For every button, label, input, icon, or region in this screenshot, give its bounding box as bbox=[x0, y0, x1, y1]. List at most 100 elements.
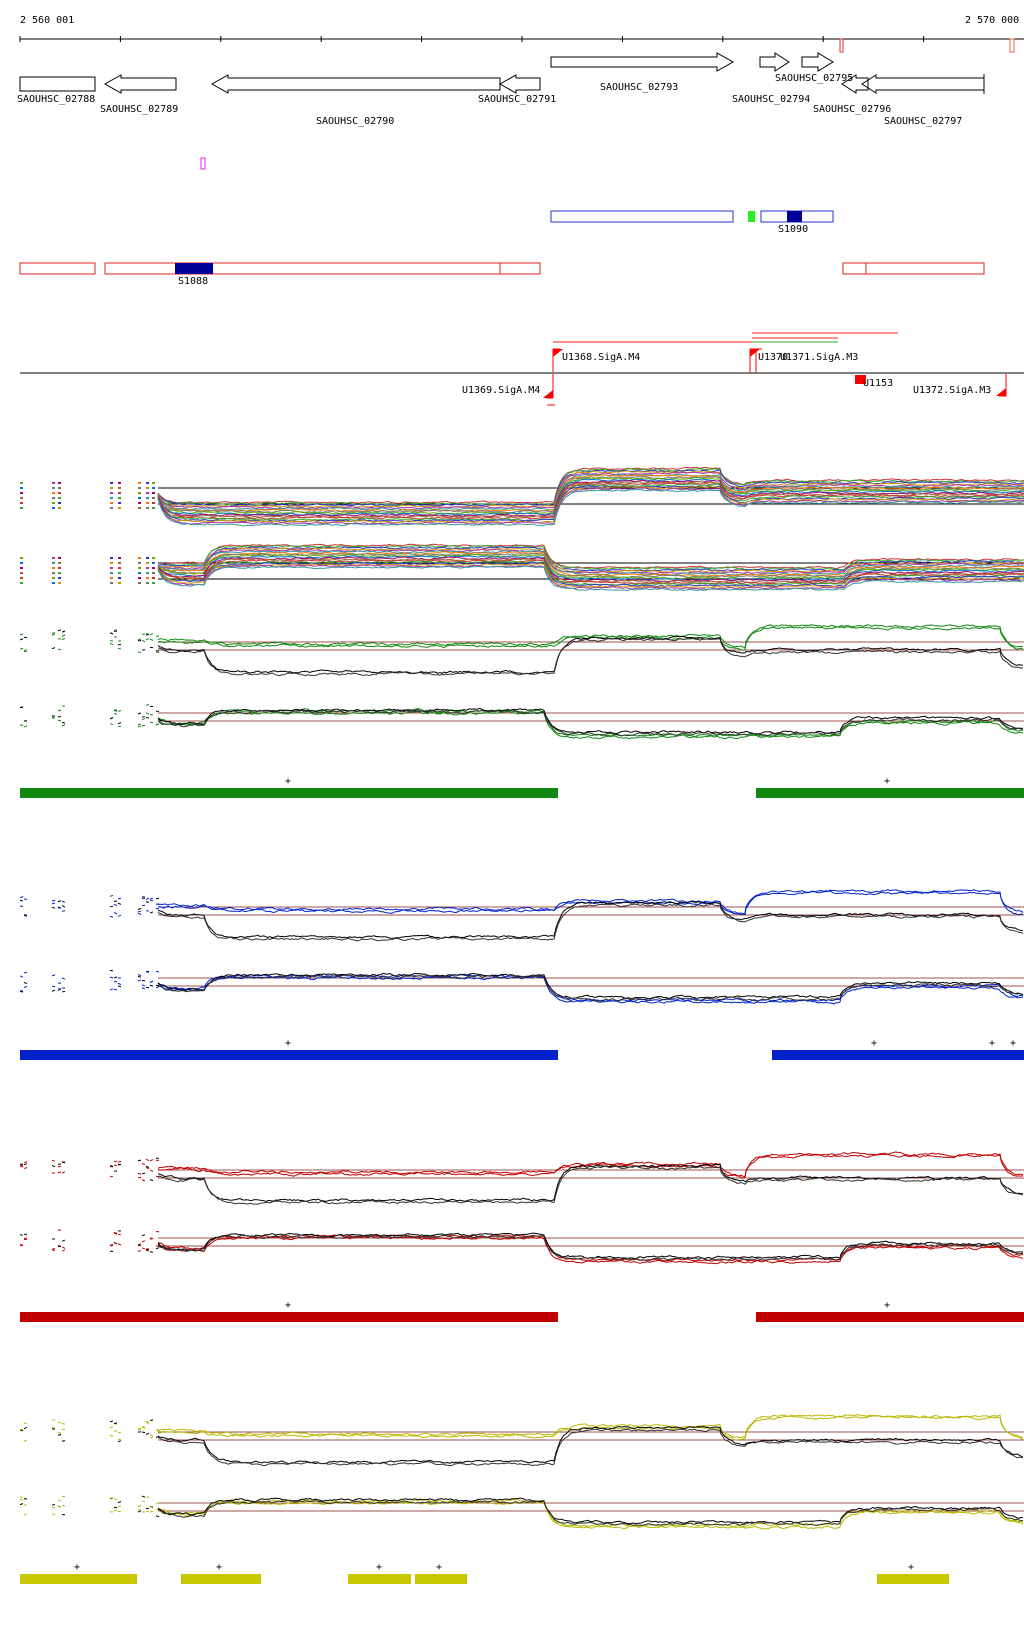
expression-sample-mark bbox=[19, 990, 24, 993]
expression-sample-mark bbox=[113, 988, 118, 991]
multi-series-line bbox=[157, 560, 1024, 586]
expression-sample-mark bbox=[19, 975, 24, 978]
multi-sample-mark bbox=[146, 577, 149, 579]
multi-sample-mark bbox=[110, 482, 113, 484]
segment-red-3[interactable] bbox=[842, 262, 985, 275]
segment-blue-1[interactable] bbox=[550, 210, 734, 223]
gene-SAOUHSC_02796[interactable] bbox=[841, 74, 869, 94]
gene-label-02797: SAOUHSC_02797 bbox=[884, 116, 962, 127]
seg-bar-yellow-5[interactable] bbox=[877, 1574, 949, 1584]
expression-sample-mark bbox=[61, 1239, 66, 1242]
promoter-label-u1371: U1371.SigA.M3 bbox=[780, 352, 858, 363]
seg-mark-blue-3: + bbox=[989, 1038, 995, 1049]
multi-series-line bbox=[157, 466, 1024, 504]
multi-sample-mark bbox=[152, 577, 155, 579]
expression-sample-mark bbox=[51, 1249, 56, 1252]
seg-bar-blue-2[interactable] bbox=[772, 1050, 1024, 1060]
expression-sample-mark bbox=[23, 1167, 28, 1169]
expression-sample-mark bbox=[137, 910, 142, 913]
condition-lower-black bbox=[157, 972, 1024, 1000]
expression-sample-mark bbox=[109, 988, 114, 991]
multi-sample-mark bbox=[152, 582, 155, 584]
multi-sample-mark bbox=[52, 567, 55, 569]
expression-sample-mark bbox=[117, 902, 122, 905]
condition-upper-black bbox=[157, 903, 1024, 942]
expression-sample-mark bbox=[113, 1242, 118, 1245]
seg-bar-red-2[interactable] bbox=[756, 1312, 1024, 1322]
multi-sample-mark bbox=[58, 582, 61, 584]
expression-sample-mark bbox=[109, 915, 114, 918]
gene-SAOUHSC_02790[interactable] bbox=[210, 74, 501, 94]
multi-sample-mark bbox=[118, 567, 121, 569]
promoter-u1153[interactable] bbox=[855, 375, 866, 384]
expression-sample-mark bbox=[155, 907, 160, 910]
seg-bar-blue-1[interactable] bbox=[20, 1050, 558, 1060]
segment-red-2[interactable] bbox=[104, 262, 541, 275]
gene-SAOUHSC_02793[interactable] bbox=[550, 52, 735, 72]
multi-sample-mark bbox=[138, 572, 141, 574]
multi-sample-mark bbox=[152, 482, 155, 484]
gene-label-02788: SAOUHSC_02788 bbox=[17, 94, 95, 105]
multi-sample-mark bbox=[58, 497, 61, 499]
gene-SAOUHSC_02797[interactable] bbox=[861, 74, 985, 94]
seg-bar-green-2[interactable] bbox=[756, 788, 1024, 798]
multi-sample-mark bbox=[152, 487, 155, 489]
multi-sample-mark bbox=[20, 572, 23, 574]
seg-mark-blue-2: + bbox=[871, 1038, 877, 1049]
seg-bar-yellow-4[interactable] bbox=[415, 1574, 467, 1584]
multi-sample-mark bbox=[20, 487, 23, 489]
expression-sample-mark bbox=[61, 977, 66, 980]
condition-lower-line bbox=[157, 1235, 1024, 1265]
expression-sample-mark bbox=[155, 1175, 160, 1178]
segment-s1090-core[interactable] bbox=[787, 211, 802, 222]
promoter-label-u1368: U1368.SigA.M4 bbox=[562, 352, 640, 363]
expression-sample-mark bbox=[149, 980, 154, 983]
expression-sample-mark bbox=[23, 1161, 28, 1164]
expression-sample-mark bbox=[155, 723, 160, 726]
seg-bar-yellow-3[interactable] bbox=[348, 1574, 411, 1584]
expression-sample-mark bbox=[19, 1428, 24, 1431]
gene-SAOUHSC_02795[interactable] bbox=[801, 52, 834, 72]
expression-sample-mark bbox=[109, 905, 114, 908]
expression-sample-mark bbox=[149, 899, 154, 902]
promoter-label-u1370: U1370 bbox=[758, 352, 788, 363]
expression-sample-mark bbox=[117, 985, 122, 988]
condition-upper-black bbox=[157, 638, 1024, 677]
expression-sample-mark bbox=[145, 1420, 150, 1423]
expression-sample-mark bbox=[19, 895, 24, 899]
gene-label-02794: SAOUHSC_02794 bbox=[732, 94, 810, 105]
multi-sample-mark bbox=[146, 572, 149, 574]
expression-sample-mark bbox=[113, 629, 118, 632]
expression-sample-mark bbox=[137, 1249, 142, 1252]
promoter-u1371[interactable] bbox=[755, 348, 762, 372]
expression-track-yellow bbox=[19, 1414, 1024, 1530]
multi-series-line bbox=[157, 561, 1024, 588]
expression-sample-mark bbox=[145, 901, 150, 903]
expression-sample-mark bbox=[19, 647, 24, 650]
expression-sample-mark bbox=[141, 717, 146, 721]
expression-sample-mark bbox=[113, 1430, 118, 1432]
expression-sample-mark bbox=[155, 984, 160, 987]
gene-SAOUHSC_02788[interactable] bbox=[19, 76, 96, 92]
expression-sample-mark bbox=[23, 1497, 28, 1500]
multi-sample-mark bbox=[20, 492, 23, 494]
magenta-feature[interactable] bbox=[200, 157, 206, 170]
segment-green-1[interactable] bbox=[748, 211, 755, 222]
expression-sample-mark bbox=[141, 639, 146, 643]
seg-bar-red-1[interactable] bbox=[20, 1312, 558, 1322]
gene-SAOUHSC_02789[interactable] bbox=[103, 74, 177, 94]
promoter-label-u1369: U1369.SigA.M4 bbox=[462, 385, 540, 396]
seg-bar-yellow-1[interactable] bbox=[20, 1574, 137, 1584]
expression-sample-mark bbox=[149, 1436, 154, 1439]
seg-bar-yellow-2[interactable] bbox=[181, 1574, 261, 1584]
expression-sample-mark bbox=[145, 1165, 150, 1169]
segment-s1088-core[interactable] bbox=[175, 263, 213, 274]
segmentation-bars-yellow: + + + + + bbox=[20, 1562, 949, 1584]
segment-red-1[interactable] bbox=[19, 262, 96, 275]
gene-SAOUHSC_02794[interactable] bbox=[759, 52, 790, 72]
multi-sample-mark bbox=[118, 577, 121, 579]
gene-SAOUHSC_02791[interactable] bbox=[498, 74, 541, 94]
ruler-ticks bbox=[19, 36, 925, 42]
seg-bar-green-1[interactable] bbox=[20, 788, 558, 798]
expression-sample-mark bbox=[109, 717, 114, 720]
